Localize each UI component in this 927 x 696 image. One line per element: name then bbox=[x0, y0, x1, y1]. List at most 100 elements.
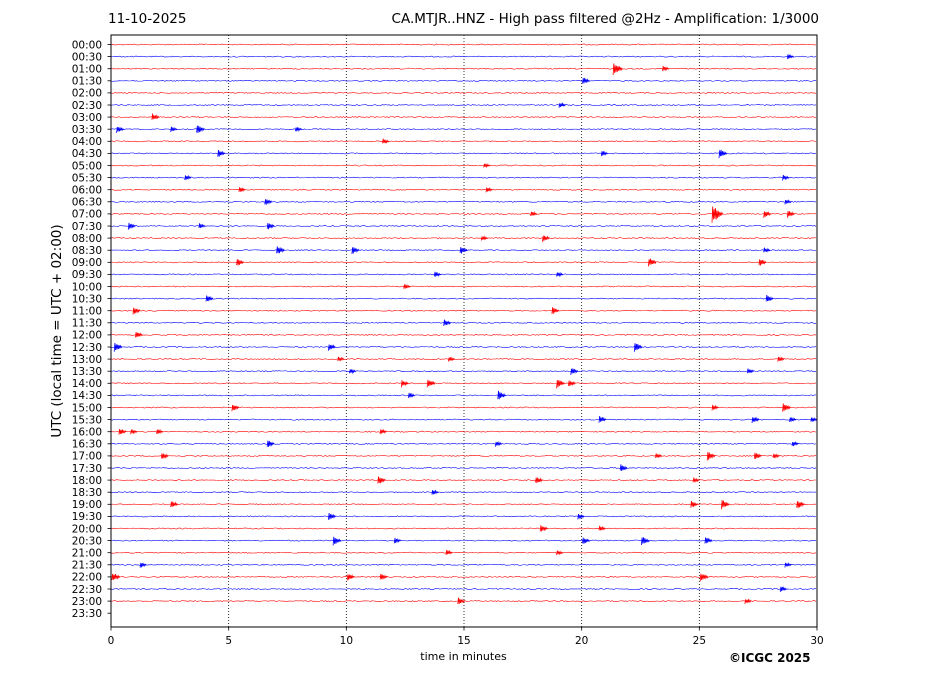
event-07:30-2 bbox=[198, 223, 206, 229]
y-tick-label-14:00: 14:00 bbox=[72, 378, 102, 390]
event-22:00-1 bbox=[346, 574, 355, 581]
event-19:00-1 bbox=[690, 500, 699, 508]
x-tick-label-0: 0 bbox=[108, 635, 115, 647]
event-18:00-2 bbox=[692, 477, 700, 484]
y-tick-label-01:00: 01:00 bbox=[72, 64, 102, 76]
y-tick-label-08:30: 08:30 bbox=[72, 245, 102, 257]
event-15:00-0 bbox=[231, 405, 240, 412]
event-12:30-1 bbox=[328, 344, 336, 351]
event-15:30-2 bbox=[789, 417, 797, 423]
event-04:30-0 bbox=[217, 150, 226, 157]
event-16:30-1 bbox=[495, 440, 503, 447]
y-tick-label-21:00: 21:00 bbox=[72, 548, 102, 560]
x-tick-label-30: 30 bbox=[810, 635, 823, 647]
y-tick-label-14:30: 14:30 bbox=[72, 390, 102, 402]
y-tick-label-13:30: 13:30 bbox=[72, 366, 102, 378]
y-axis-label: UTC (local time = UTC + 02:00) bbox=[49, 224, 65, 438]
trace-16:00 bbox=[110, 430, 817, 433]
y-tick-label-09:30: 09:30 bbox=[72, 269, 102, 281]
trace-09:00 bbox=[110, 261, 817, 264]
event-19:30-1 bbox=[577, 514, 585, 520]
event-16:00-1 bbox=[130, 428, 138, 435]
y-tick-label-04:30: 04:30 bbox=[72, 148, 102, 160]
y-tick-label-06:30: 06:30 bbox=[72, 197, 102, 209]
event-10:30-0 bbox=[205, 295, 214, 302]
y-tick-label-20:00: 20:00 bbox=[72, 523, 102, 535]
trace-05:00 bbox=[110, 164, 817, 167]
trace-01:30 bbox=[110, 79, 817, 82]
event-17:00-3 bbox=[772, 453, 780, 459]
trace-13:00 bbox=[110, 358, 817, 360]
y-tick-label-20:30: 20:30 bbox=[72, 535, 102, 547]
y-tick-label-01:30: 01:30 bbox=[72, 76, 102, 88]
y-tick-label-17:30: 17:30 bbox=[72, 463, 102, 475]
event-09:00-2 bbox=[758, 259, 767, 266]
trace-04:30 bbox=[110, 152, 817, 155]
event-15:00-2 bbox=[711, 404, 719, 411]
event-12:00-0 bbox=[135, 332, 143, 338]
event-02:30-0 bbox=[558, 102, 566, 108]
event-19:00-2 bbox=[721, 500, 730, 510]
trace-05:30 bbox=[110, 176, 817, 179]
trace-18:00 bbox=[110, 479, 817, 481]
y-tick-label-13:00: 13:00 bbox=[72, 354, 102, 366]
event-06:30-0 bbox=[264, 199, 273, 205]
y-tick-label-05:30: 05:30 bbox=[72, 172, 102, 184]
y-tick-label-07:30: 07:30 bbox=[72, 221, 102, 233]
y-tick-label-04:00: 04:00 bbox=[72, 136, 102, 148]
event-14:00-3 bbox=[568, 380, 576, 387]
event-05:30-0 bbox=[184, 174, 192, 181]
event-20:00-1 bbox=[598, 525, 606, 531]
event-18:00-0 bbox=[377, 476, 386, 484]
y-tick-label-11:00: 11:00 bbox=[72, 306, 102, 318]
trace-17:00 bbox=[110, 454, 817, 457]
y-tick-label-23:00: 23:00 bbox=[72, 596, 102, 608]
event-00:30-0 bbox=[786, 54, 794, 60]
event-23:00-1 bbox=[744, 598, 752, 604]
y-tick-label-11:30: 11:30 bbox=[72, 318, 102, 330]
y-tick-label-22:00: 22:00 bbox=[72, 572, 102, 584]
event-07:00-3 bbox=[530, 211, 538, 217]
event-13:30-0 bbox=[349, 368, 357, 375]
event-20:30-2 bbox=[641, 537, 650, 546]
trace-21:30 bbox=[110, 563, 817, 566]
event-05:00-0 bbox=[483, 163, 491, 169]
event-16:00-2 bbox=[156, 428, 164, 435]
trace-lines bbox=[110, 43, 817, 602]
y-tick-label-21:30: 21:30 bbox=[72, 560, 102, 572]
event-22:00-0 bbox=[111, 573, 120, 581]
event-06:00-0 bbox=[238, 187, 246, 193]
event-17:00-4 bbox=[655, 453, 663, 458]
y-tick-label-19:30: 19:30 bbox=[72, 511, 102, 523]
event-11:30-0 bbox=[443, 319, 452, 326]
trace-00:30 bbox=[110, 55, 817, 58]
trace-15:30 bbox=[110, 418, 817, 421]
event-23:00-0 bbox=[457, 597, 466, 605]
event-17:00-0 bbox=[160, 453, 169, 459]
event-14:30-0 bbox=[408, 392, 416, 398]
y-tick-label-15:00: 15:00 bbox=[72, 402, 102, 414]
event-15:30-1 bbox=[751, 416, 760, 424]
trace-16:30 bbox=[110, 442, 817, 445]
event-03:30-0 bbox=[116, 126, 124, 134]
y-axis-ticks: 00:0000:3001:0001:3002:0002:3003:0003:30… bbox=[72, 39, 111, 620]
trace-11:00 bbox=[110, 309, 817, 312]
event-21:00-0 bbox=[556, 550, 564, 556]
y-tick-label-16:30: 16:30 bbox=[72, 439, 102, 451]
y-tick-label-10:00: 10:00 bbox=[72, 281, 102, 293]
event-07:00-2 bbox=[786, 211, 795, 218]
trace-12:30 bbox=[110, 346, 817, 348]
trace-09:30 bbox=[110, 273, 817, 276]
event-04:30-1 bbox=[718, 149, 728, 159]
trace-14:00 bbox=[110, 382, 817, 385]
event-01:00-0 bbox=[612, 63, 623, 76]
x-tick-label-15: 15 bbox=[457, 635, 470, 647]
trace-13:30 bbox=[110, 370, 817, 373]
trace-19:00 bbox=[110, 503, 817, 506]
event-14:00-0 bbox=[400, 380, 409, 388]
y-tick-label-02:00: 02:00 bbox=[72, 88, 102, 100]
trace-11:30 bbox=[110, 321, 817, 324]
event-20:30-4 bbox=[393, 537, 401, 544]
trace-06:00 bbox=[110, 188, 817, 191]
